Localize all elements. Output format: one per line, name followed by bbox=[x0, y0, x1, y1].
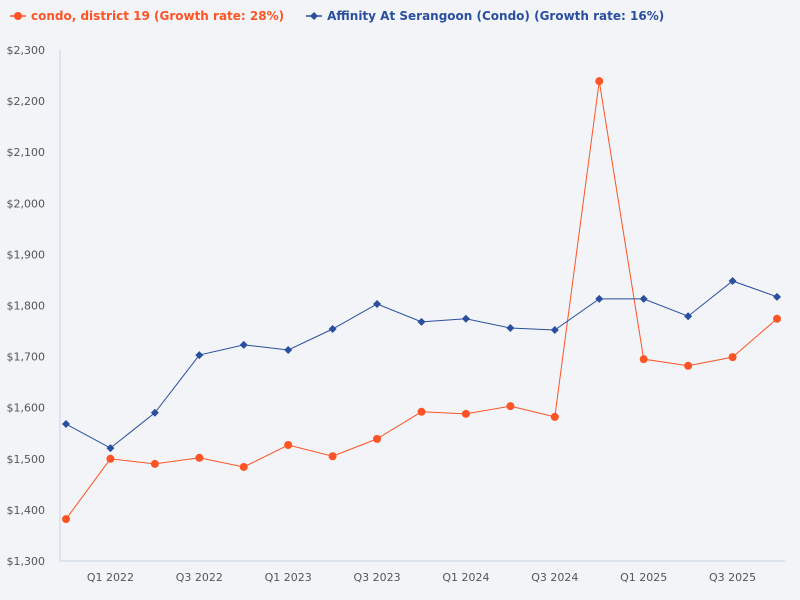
series-line-1 bbox=[65, 280, 778, 449]
diamond-marker-icon bbox=[306, 12, 323, 20]
y-tick-label: $1,300 bbox=[7, 555, 46, 568]
data-point bbox=[150, 408, 159, 417]
data-point bbox=[550, 326, 559, 335]
data-point bbox=[106, 454, 115, 463]
y-tick-label: $2,000 bbox=[7, 197, 46, 210]
y-tick-label: $2,200 bbox=[7, 95, 46, 108]
y-tick-label: $1,500 bbox=[7, 453, 46, 466]
y-tick-label: $2,100 bbox=[7, 146, 46, 159]
data-point bbox=[150, 459, 159, 468]
data-point bbox=[239, 340, 248, 349]
x-tick-label: Q3 2025 bbox=[709, 571, 756, 584]
data-point bbox=[284, 441, 293, 450]
data-point bbox=[195, 453, 204, 462]
circle-marker-icon bbox=[10, 12, 26, 20]
data-point bbox=[239, 462, 248, 471]
data-point bbox=[62, 515, 70, 524]
legend-label: Affinity At Serangoon (Condo) (Growth ra… bbox=[327, 9, 665, 23]
data-point bbox=[461, 409, 470, 418]
data-point bbox=[728, 353, 737, 362]
x-tick-label: Q1 2022 bbox=[87, 571, 134, 584]
data-point bbox=[684, 312, 693, 321]
x-tick-label: Q3 2024 bbox=[531, 571, 578, 584]
data-point bbox=[417, 317, 426, 326]
legend: condo, district 19 (Growth rate: 28%) Af… bbox=[10, 9, 664, 23]
data-point bbox=[639, 355, 648, 364]
y-tick-label: $1,400 bbox=[7, 504, 46, 517]
data-point bbox=[195, 351, 204, 360]
legend-item-district-19[interactable]: condo, district 19 (Growth rate: 28%) bbox=[10, 9, 284, 23]
series-line-0 bbox=[65, 81, 778, 520]
data-point bbox=[506, 402, 515, 411]
data-point bbox=[62, 420, 70, 429]
y-tick-label: $1,800 bbox=[7, 300, 46, 313]
data-point bbox=[595, 294, 604, 303]
data-point bbox=[728, 276, 737, 285]
y-tick-label: $1,600 bbox=[7, 402, 46, 415]
x-tick-label: Q1 2025 bbox=[620, 571, 667, 584]
x-tick-label: Q3 2022 bbox=[176, 571, 223, 584]
data-point bbox=[550, 412, 559, 421]
x-tick-label: Q1 2024 bbox=[442, 571, 489, 584]
legend-item-affinity[interactable]: Affinity At Serangoon (Condo) (Growth ra… bbox=[306, 9, 664, 23]
x-tick-label: Q3 2023 bbox=[353, 571, 400, 584]
y-tick-label: $1,900 bbox=[7, 248, 46, 261]
x-tick-label: Q1 2023 bbox=[265, 571, 312, 584]
data-point bbox=[595, 77, 604, 86]
data-point bbox=[506, 323, 515, 332]
data-point bbox=[639, 294, 648, 303]
data-point bbox=[284, 345, 293, 354]
data-point bbox=[328, 325, 337, 334]
data-point bbox=[773, 292, 781, 301]
data-point bbox=[106, 444, 115, 453]
data-point bbox=[328, 452, 337, 461]
data-point bbox=[373, 434, 382, 443]
y-tick-label: $2,300 bbox=[7, 44, 46, 57]
data-point bbox=[461, 314, 470, 323]
data-point bbox=[373, 299, 382, 308]
y-tick-label: $1,700 bbox=[7, 351, 46, 364]
data-point bbox=[773, 314, 781, 323]
data-point bbox=[417, 407, 426, 416]
data-point bbox=[684, 361, 693, 370]
legend-label: condo, district 19 (Growth rate: 28%) bbox=[31, 9, 285, 23]
